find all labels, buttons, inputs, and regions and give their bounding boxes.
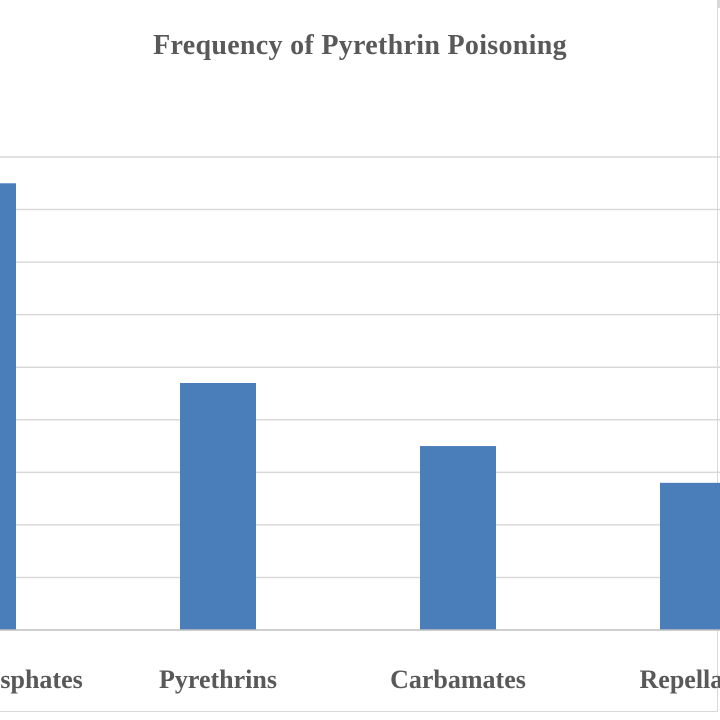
category-labels: Organophosphates Pyrethrins Carbamates Repe…	[0, 665, 720, 694]
gridlines	[0, 156, 720, 579]
bars	[0, 183, 720, 630]
category-label-organophosphates: Organophosphates	[0, 665, 83, 694]
bar-organophosphates	[0, 183, 16, 630]
bar-pyrethrins	[180, 382, 256, 630]
category-label-pyrethrins: Pyrethrins	[159, 665, 277, 694]
bar-carbamates	[420, 446, 496, 630]
bar-repellants	[660, 482, 720, 630]
category-label-repellants: Repellants	[640, 665, 720, 694]
category-label-carbamates: Carbamates	[390, 665, 526, 694]
chart-title: Frequency of Pyrethrin Poisoning	[153, 30, 567, 61]
